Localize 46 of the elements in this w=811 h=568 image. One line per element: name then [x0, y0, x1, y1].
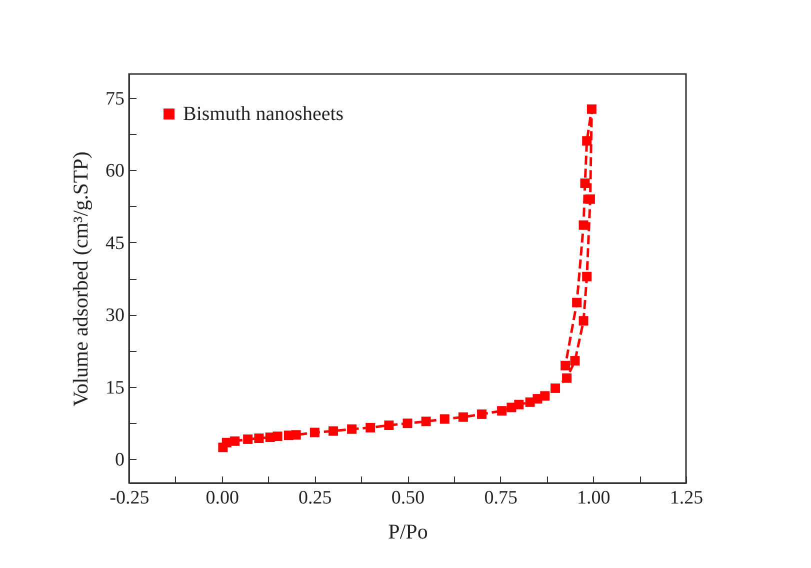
x-tick-label: 0.25: [298, 488, 332, 508]
point: [366, 422, 376, 432]
x-tick-label: -0.25: [110, 488, 150, 508]
point: [582, 272, 592, 282]
point: [254, 434, 264, 443]
y-tick-label: 30: [106, 305, 124, 326]
point: [580, 178, 590, 188]
point: [586, 104, 596, 114]
point: [585, 194, 595, 204]
y-tick-label: 45: [106, 232, 124, 254]
point: [243, 434, 253, 444]
y-tick-label: 60: [106, 160, 124, 182]
point: [550, 383, 560, 393]
y-axis-title: Volume adsorbed (cm³/g.STP): [68, 152, 92, 406]
point: [562, 373, 572, 383]
point: [458, 412, 468, 422]
text: 0.00: [206, 488, 239, 508]
point: [421, 416, 431, 426]
point: [440, 414, 450, 424]
point: [570, 356, 580, 366]
point: [514, 400, 524, 410]
point: [560, 360, 570, 370]
point: [497, 406, 507, 416]
point: [291, 430, 301, 440]
y-tick-label: 75: [106, 88, 124, 110]
point: [230, 436, 240, 446]
point: [477, 409, 487, 419]
legend-label: Bismuth nanosheets: [183, 103, 344, 125]
point: [572, 298, 582, 308]
point: [310, 428, 320, 438]
point: [402, 418, 412, 428]
point: [540, 391, 550, 401]
x-tick-label: 0.75: [484, 488, 518, 508]
x-tick-label: 1.00: [577, 488, 610, 508]
point: [578, 316, 588, 326]
y-tick-label: 15: [106, 377, 124, 398]
x-tick-label: 1.25: [670, 488, 704, 508]
point: [328, 426, 338, 436]
point: [272, 432, 282, 442]
x-axis-title: P/Po: [388, 520, 428, 544]
point: [347, 424, 357, 434]
y-tick-label: 0: [115, 449, 124, 470]
x-tick-label: 0.50: [391, 488, 425, 508]
point: [384, 420, 394, 430]
point: [582, 136, 592, 146]
point: [578, 220, 588, 230]
